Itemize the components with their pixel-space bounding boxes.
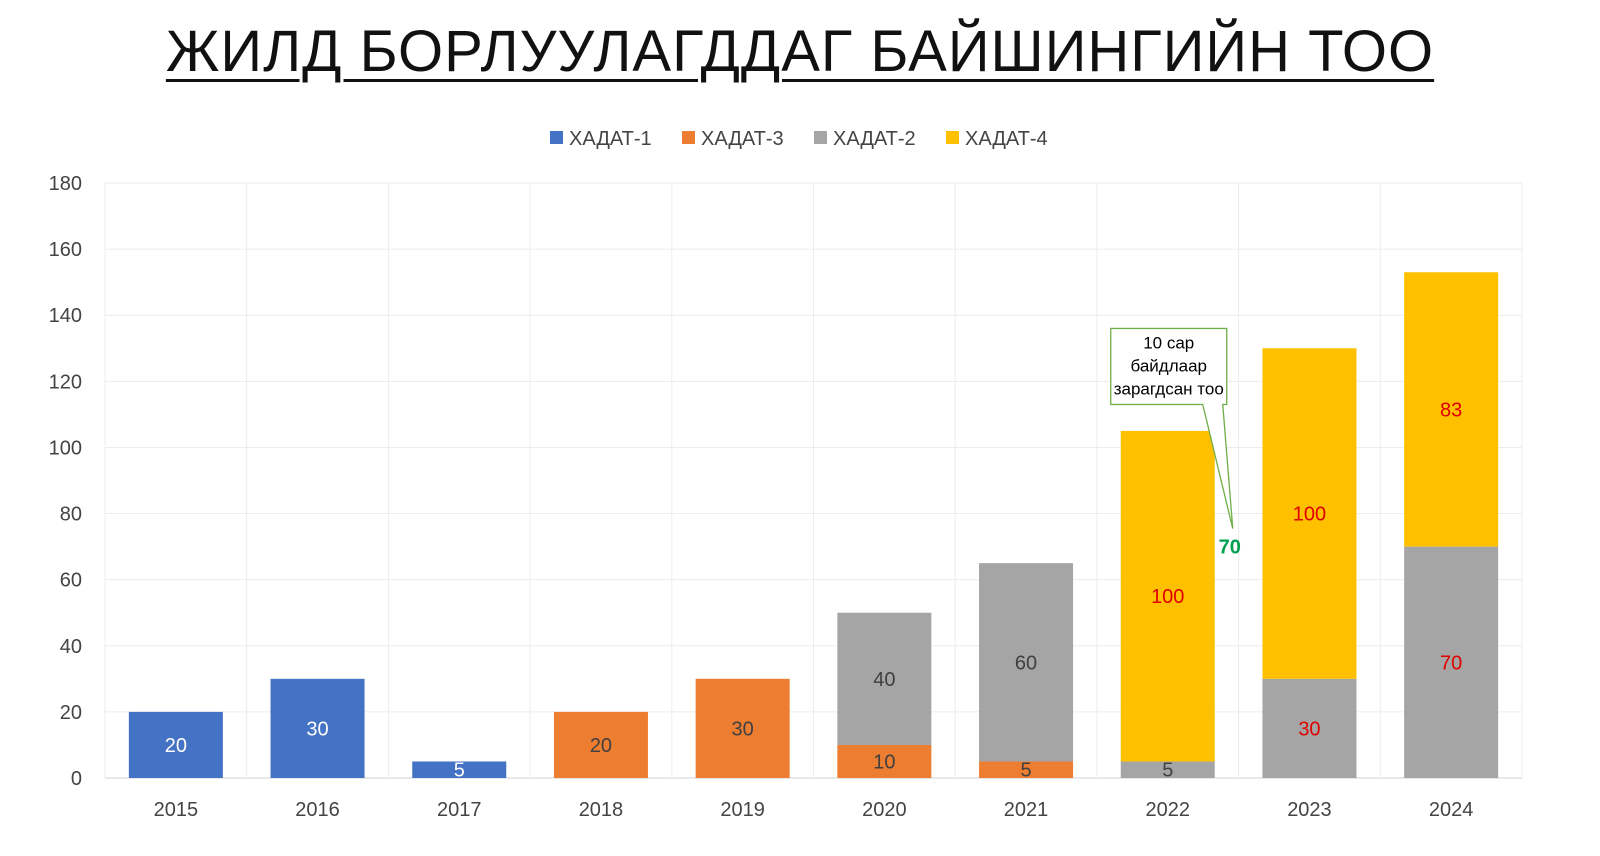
annotation-callout: 10 сар байдлаар зарагдсан тоо 70 — [1110, 327, 1241, 559]
data-labels: 20 30 5 20 30 10 40 5 60 5 100 30 100 70 83 — [165, 399, 1463, 781]
legend-label: ХАДАТ-2 — [833, 128, 916, 150]
gridlines — [104, 182, 1523, 779]
legend: ХАДАТ-1 ХАДАТ-3 ХАДАТ-2 ХАДАТ-4 — [550, 128, 1048, 150]
callout-text-line: зарагдсан тоо — [1114, 379, 1224, 398]
bar-segment — [1262, 348, 1357, 679]
data-label: 20 — [590, 735, 612, 757]
bar-segment — [553, 711, 648, 778]
bar-segment — [412, 761, 507, 778]
bar-segment — [837, 612, 932, 745]
legend-swatch — [682, 131, 695, 144]
x-tick-label: 2019 — [720, 799, 765, 821]
data-label: 5 — [1162, 760, 1173, 782]
x-tick-label: 2018 — [579, 799, 624, 821]
data-label: 30 — [1298, 718, 1320, 740]
x-tick-label: 2020 — [862, 799, 907, 821]
y-tick-label: 80 — [60, 504, 82, 526]
callout-text-line: байдлаар — [1131, 356, 1208, 375]
bar-segment — [695, 678, 790, 778]
data-label: 20 — [165, 735, 187, 757]
x-tick-label: 2022 — [1146, 799, 1191, 821]
chart-title-text: ЖИЛД БОРЛУУЛАГДДАГ БАЙШИНГИЙН ТОО — [165, 19, 1435, 84]
data-label: 30 — [732, 718, 754, 740]
x-tick-label: 2016 — [295, 799, 340, 821]
legend-label: ХАДАТ-1 — [569, 128, 652, 150]
callout-box — [1110, 327, 1228, 406]
bar-segment — [1262, 678, 1357, 778]
chart-title: ЖИЛД БОРЛУУЛАГДДАГ БАЙШИНГИЙН ТОО — [0, 18, 1600, 85]
legend-swatch — [550, 131, 563, 144]
callout-pointer — [1202, 404, 1234, 529]
legend-swatch — [814, 131, 827, 144]
x-tick-label: 2017 — [437, 799, 482, 821]
y-tick-label: 120 — [49, 371, 82, 393]
callout-text-line: 10 сар — [1143, 333, 1194, 352]
x-tick-label: 2021 — [1004, 799, 1049, 821]
bar-segment — [1404, 272, 1499, 547]
bar-segment — [837, 744, 932, 778]
x-axis: 2015 2016 2017 2018 2019 2020 2021 2022 2023 2024 — [154, 799, 1474, 821]
data-label: 83 — [1440, 399, 1462, 421]
legend-swatch — [946, 131, 959, 144]
data-label: 30 — [306, 718, 328, 740]
data-label: 60 — [1015, 652, 1037, 674]
bar-segment — [979, 761, 1074, 778]
y-tick-label: 160 — [49, 239, 82, 261]
bar-segment — [979, 563, 1074, 762]
y-tick-label: 60 — [60, 570, 82, 592]
bar-segment — [1120, 761, 1215, 778]
legend-label: ХАДАТ-4 — [965, 128, 1048, 150]
legend-label: ХАДАТ-3 — [701, 128, 784, 150]
data-label: 10 — [873, 751, 895, 773]
data-label: 100 — [1151, 586, 1184, 608]
annotation-value: 70 — [1219, 537, 1241, 559]
y-tick-label: 180 — [49, 173, 82, 195]
bar-segment — [270, 678, 365, 778]
data-label: 5 — [1020, 760, 1031, 782]
data-label: 70 — [1440, 652, 1462, 674]
x-tick-label: 2023 — [1287, 799, 1332, 821]
data-label: 100 — [1293, 504, 1326, 526]
x-tick-label: 2015 — [154, 799, 199, 821]
y-tick-label: 100 — [49, 437, 82, 459]
y-tick-label: 20 — [60, 702, 82, 724]
y-tick-label: 40 — [60, 636, 82, 658]
data-label: 5 — [454, 760, 465, 782]
bar-segment — [1120, 430, 1215, 762]
y-tick-label: 0 — [71, 768, 82, 790]
bar-segment — [128, 711, 223, 778]
x-tick-label: 2024 — [1429, 799, 1474, 821]
bars — [128, 272, 1499, 778]
y-axis: 0 20 40 60 80 100 120 140 160 180 — [49, 173, 82, 790]
y-tick-label: 140 — [49, 305, 82, 327]
data-label: 40 — [873, 669, 895, 691]
bar-segment — [1404, 546, 1499, 778]
